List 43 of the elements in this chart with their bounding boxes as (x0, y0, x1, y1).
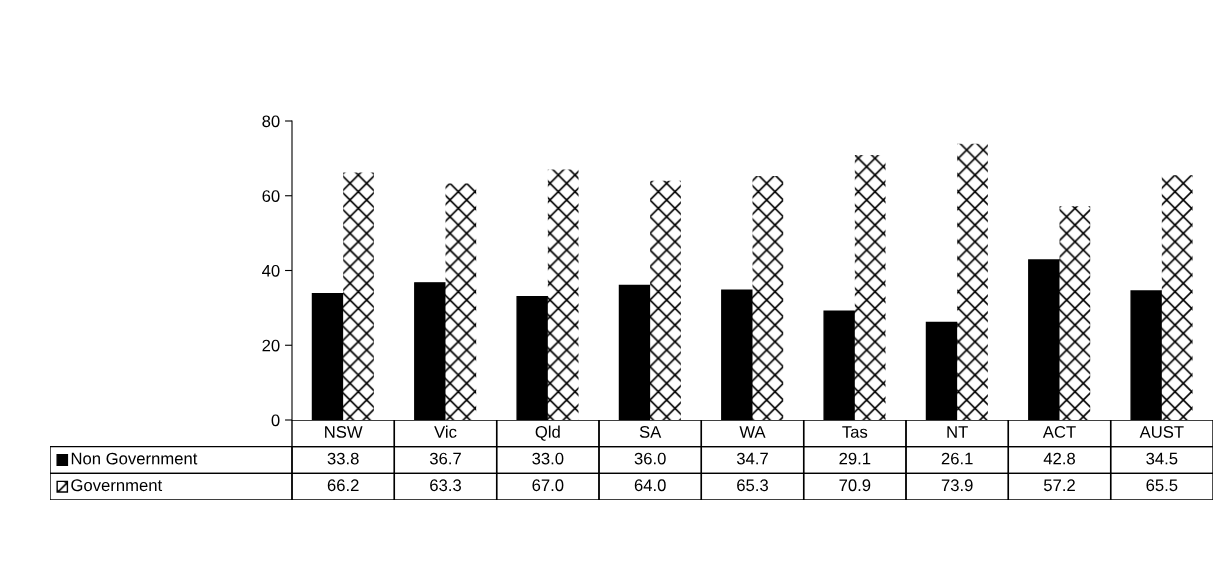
x-tick-label: Tas (842, 426, 868, 438)
bar (445, 183, 477, 420)
data-label: 65.3 (737, 479, 768, 492)
data-label: 42.8 (1043, 452, 1075, 465)
bar (957, 143, 988, 420)
x-tick-label: NSW (325, 426, 363, 438)
legend-label: Government (71, 479, 163, 492)
bar (1059, 206, 1091, 420)
bar (1161, 175, 1193, 420)
y-tick-label: 20 (262, 339, 280, 352)
bar (752, 175, 784, 420)
data-label: 67.0 (532, 479, 564, 492)
x-tick-label: SA (639, 426, 662, 438)
data-label: 33.0 (532, 452, 564, 465)
x-tick-label: NT (947, 426, 968, 438)
x-tick-label: Qld (535, 425, 560, 441)
x-tick-label: Vic (434, 425, 457, 438)
bar (854, 155, 886, 420)
x-tick-label: WA (739, 426, 766, 438)
bar (650, 180, 681, 420)
data-label: 36.0 (634, 452, 666, 465)
data-label: 57.2 (1043, 479, 1075, 492)
data-label: 70.9 (839, 479, 871, 492)
x-tick-label: AUST (1139, 426, 1184, 438)
y-tick-label: 60 (262, 190, 280, 202)
data-label: 33.8 (327, 452, 359, 465)
data-label: 66.2 (327, 479, 359, 492)
legend-label: Non Government (71, 452, 198, 465)
data-label: 65.5 (1146, 479, 1178, 492)
bar (343, 172, 374, 420)
data-label: 63.3 (430, 479, 461, 492)
y-tick-label: 40 (262, 264, 280, 277)
data-label: 36.7 (429, 452, 461, 465)
data-label: 64.0 (634, 479, 666, 492)
bar (547, 169, 579, 420)
data-label: 29.1 (839, 452, 871, 465)
data-label: 34.7 (736, 452, 768, 465)
data-label: 73.9 (941, 479, 973, 492)
x-tick-label: ACT (1042, 426, 1076, 438)
y-tick-label: 0 (271, 414, 280, 427)
data-label: 34.5 (1146, 452, 1178, 465)
y-tick-label: 80 (262, 115, 280, 128)
data-label: 26.1 (941, 452, 973, 465)
